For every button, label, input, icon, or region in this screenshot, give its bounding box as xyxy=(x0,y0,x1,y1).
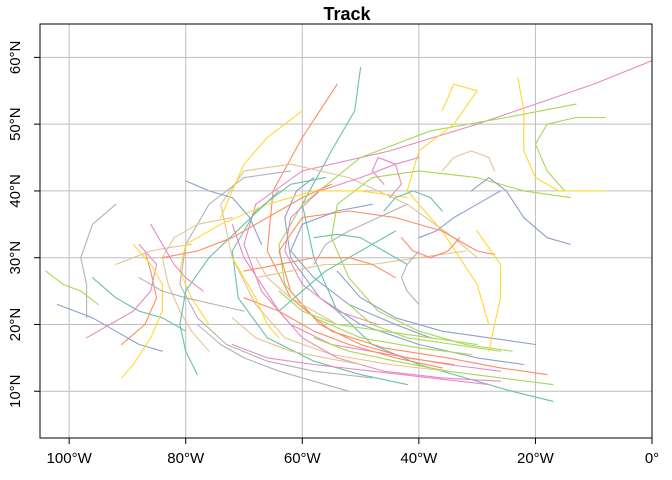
track-line-44 xyxy=(534,116,606,192)
track-line-41 xyxy=(243,297,443,369)
track-line-48 xyxy=(383,190,443,212)
track-line-26 xyxy=(185,180,263,245)
track-line-21 xyxy=(121,243,163,379)
y-axis: 10°N 20°N 30°N 40°N 50°N 60°N xyxy=(7,41,40,408)
track-line-1 xyxy=(266,83,548,376)
plot-frame xyxy=(39,23,653,439)
track-line-37 xyxy=(476,230,502,352)
track-line-46 xyxy=(441,150,496,172)
y-tick-label: 30°N xyxy=(7,241,24,275)
track-line-12 xyxy=(330,170,571,352)
track-line-27 xyxy=(231,223,502,382)
track-line-24 xyxy=(179,190,280,376)
track-line-23 xyxy=(138,277,245,312)
track-line-35 xyxy=(231,343,490,386)
track-line-19 xyxy=(86,243,158,339)
track-line-43 xyxy=(371,156,402,199)
chart-title: Track xyxy=(323,4,371,24)
track-line-3 xyxy=(243,60,653,372)
track-line-33 xyxy=(243,257,397,279)
track-line-4 xyxy=(278,103,577,356)
track-line-34 xyxy=(336,270,536,346)
track-line-45 xyxy=(517,76,606,192)
track-line-15 xyxy=(80,203,117,319)
y-tick-label: 60°N xyxy=(7,41,24,75)
track-line-54 xyxy=(231,317,362,366)
track-line-7 xyxy=(179,170,373,379)
x-tick-label: 80°W xyxy=(167,450,205,467)
track-line-9 xyxy=(278,210,496,366)
track-line-51 xyxy=(150,223,204,292)
track-line-20 xyxy=(45,270,99,306)
track-line-53 xyxy=(231,257,280,339)
track-line-29 xyxy=(220,110,303,219)
track-line-36 xyxy=(313,337,554,386)
track-line-8 xyxy=(231,177,408,386)
grid-lines xyxy=(40,24,653,438)
y-tick-label: 10°N xyxy=(7,375,24,409)
x-tick-label: 40°W xyxy=(400,450,438,467)
track-line-22 xyxy=(115,243,193,265)
track-line-17 xyxy=(121,250,158,346)
track-line-47 xyxy=(400,250,420,306)
y-tick-label: 20°N xyxy=(7,308,24,342)
track-lines xyxy=(45,60,653,402)
x-tick-label: 0° xyxy=(645,450,659,467)
track-line-42 xyxy=(418,190,502,239)
y-tick-label: 40°N xyxy=(7,174,24,208)
y-tick-label: 50°N xyxy=(7,107,24,141)
x-tick-label: 100°W xyxy=(47,450,93,467)
track-line-25 xyxy=(161,183,332,259)
track-line-28 xyxy=(278,290,478,346)
track-line-38 xyxy=(255,257,338,326)
track-line-49 xyxy=(400,237,461,259)
track-line-52 xyxy=(348,303,502,352)
track-line-14 xyxy=(161,217,233,352)
x-tick-label: 20°W xyxy=(517,450,555,467)
track-line-16 xyxy=(91,277,187,332)
track-line-5 xyxy=(406,83,490,326)
x-tick-label: 60°W xyxy=(284,450,322,467)
track-line-50 xyxy=(470,177,571,245)
track-line-10 xyxy=(290,203,432,339)
track-line-40 xyxy=(313,233,408,265)
track-line-39 xyxy=(196,323,350,392)
track-line-31 xyxy=(313,203,408,265)
x-axis: 100°W 80°W 60°W 40°W 20°W 0° xyxy=(47,438,659,467)
track-line-32 xyxy=(278,230,397,312)
track-line-18 xyxy=(56,303,163,352)
track-line-11 xyxy=(284,156,420,326)
